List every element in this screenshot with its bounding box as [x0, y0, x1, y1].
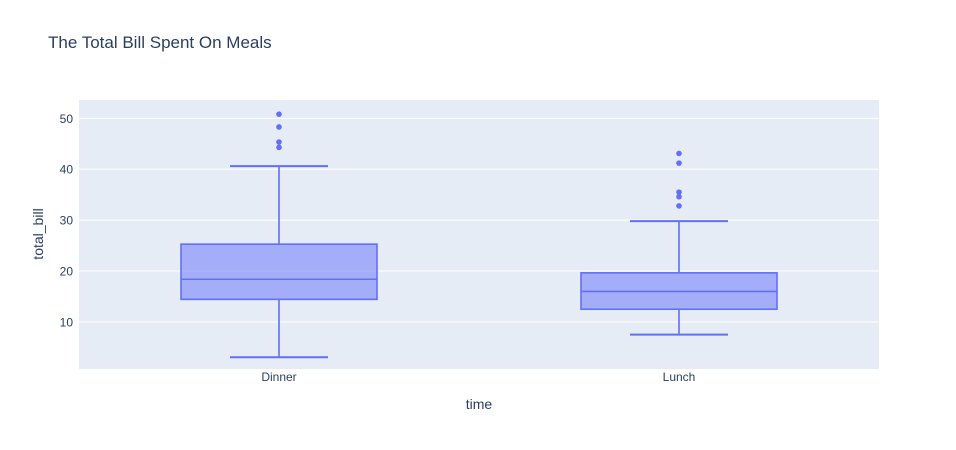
box-dinner[interactable] [180, 111, 378, 359]
outlier-point[interactable] [676, 189, 682, 195]
outlier-point[interactable] [276, 144, 282, 151]
outlier-point[interactable] [676, 203, 682, 209]
outlier-point[interactable] [676, 150, 682, 157]
outlier-point[interactable] [676, 193, 682, 200]
outlier-point[interactable] [276, 111, 282, 118]
y-tick-label: 20 [60, 265, 74, 279]
y-axis-title: total_bill [30, 208, 46, 260]
y-tick-label: 10 [60, 315, 74, 329]
x-axis-title: time [465, 396, 493, 412]
y-tick-label: 30 [60, 214, 74, 228]
plot-area [79, 100, 879, 369]
outlier-point[interactable] [276, 124, 282, 130]
y-tick-label: 50 [60, 112, 74, 126]
outlier-point[interactable] [676, 160, 682, 166]
chart-title: The Total Bill Spent On Meals [48, 33, 272, 52]
x-tick-label: Lunch [663, 370, 696, 384]
x-tick-label: Dinner [261, 370, 296, 384]
box-lunch[interactable] [580, 150, 778, 336]
outlier-point[interactable] [276, 139, 282, 145]
y-tick-label: 40 [60, 163, 74, 177]
iqr-box[interactable] [180, 243, 378, 301]
